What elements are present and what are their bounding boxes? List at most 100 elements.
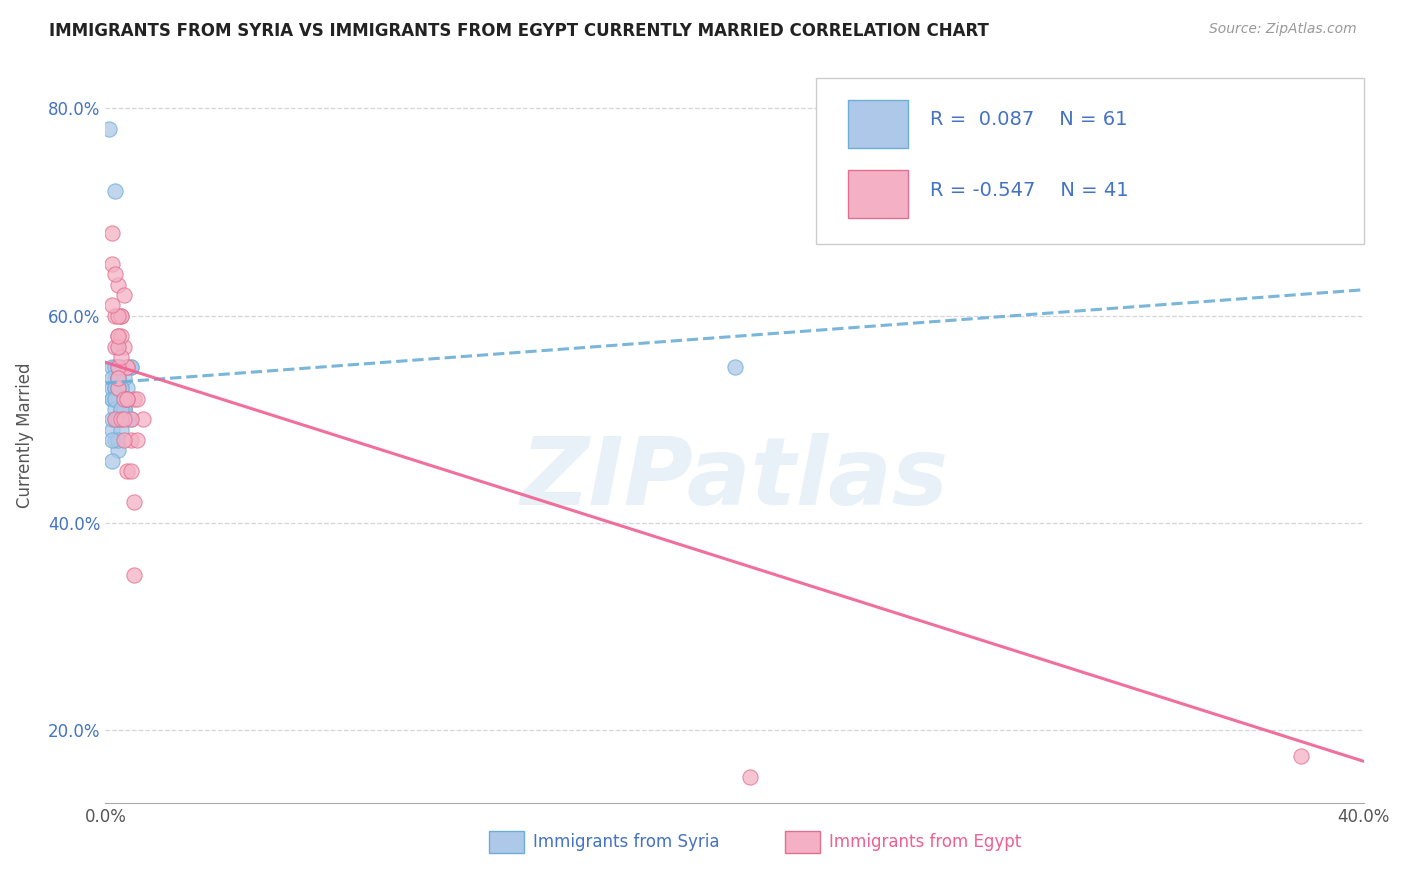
Point	[110, 350, 132, 364]
Point	[122, 392, 145, 406]
Text: ZIPatlas: ZIPatlas	[520, 433, 949, 525]
Point	[107, 371, 129, 385]
Point	[110, 401, 132, 416]
Point	[100, 454, 122, 468]
Point	[112, 392, 135, 406]
Point	[110, 423, 132, 437]
Point	[110, 309, 132, 323]
Point	[112, 392, 135, 406]
Y-axis label: Currently Married: Currently Married	[17, 362, 34, 508]
Point	[107, 443, 129, 458]
Point	[125, 392, 148, 406]
Point	[104, 184, 127, 198]
Point	[110, 329, 132, 343]
Point	[120, 412, 142, 426]
Point	[1289, 749, 1312, 764]
Point	[107, 309, 129, 323]
Point	[120, 464, 142, 478]
Point	[110, 360, 132, 375]
Point	[120, 360, 142, 375]
Point	[117, 392, 139, 406]
Point	[110, 401, 132, 416]
Point	[107, 340, 129, 354]
Point	[117, 392, 139, 406]
Point	[104, 360, 127, 375]
Point	[100, 392, 122, 406]
Point	[110, 381, 132, 395]
Point	[100, 423, 122, 437]
Point	[112, 433, 135, 447]
Point	[117, 464, 139, 478]
Point	[100, 412, 122, 426]
Point	[100, 371, 122, 385]
Point	[104, 433, 127, 447]
FancyBboxPatch shape	[848, 170, 908, 218]
Point	[125, 433, 148, 447]
FancyBboxPatch shape	[785, 830, 820, 853]
Point	[117, 360, 139, 375]
Point	[117, 392, 139, 406]
Point	[107, 340, 129, 354]
Point	[104, 267, 127, 281]
Point	[104, 392, 127, 406]
Point	[112, 340, 135, 354]
Point	[117, 412, 139, 426]
FancyBboxPatch shape	[817, 78, 1364, 244]
Point	[104, 340, 127, 354]
Point	[107, 277, 129, 292]
Point	[104, 392, 127, 406]
Point	[107, 360, 129, 375]
Point	[100, 360, 122, 375]
Point	[112, 401, 135, 416]
Point	[104, 371, 127, 385]
Point	[100, 226, 122, 240]
Text: Source: ZipAtlas.com: Source: ZipAtlas.com	[1209, 22, 1357, 37]
Point	[112, 401, 135, 416]
Point	[117, 392, 139, 406]
Point	[122, 495, 145, 509]
Text: IMMIGRANTS FROM SYRIA VS IMMIGRANTS FROM EGYPT CURRENTLY MARRIED CORRELATION CHA: IMMIGRANTS FROM SYRIA VS IMMIGRANTS FROM…	[49, 22, 988, 40]
Point	[104, 309, 127, 323]
Point	[107, 381, 129, 395]
Point	[107, 433, 129, 447]
Point	[120, 433, 142, 447]
Point	[97, 122, 120, 136]
Point	[107, 381, 129, 395]
Point	[107, 360, 129, 375]
Point	[100, 298, 122, 312]
Point	[112, 288, 135, 302]
Point	[104, 381, 127, 395]
Point	[104, 392, 127, 406]
Point	[740, 770, 762, 784]
Point	[107, 371, 129, 385]
Point	[104, 412, 127, 426]
Point	[100, 381, 122, 395]
Point	[110, 412, 132, 426]
Point	[107, 381, 129, 395]
Point	[107, 412, 129, 426]
Point	[110, 309, 132, 323]
Point	[112, 392, 135, 406]
Point	[120, 360, 142, 375]
Point	[110, 412, 132, 426]
Text: R =  0.087    N = 61: R = 0.087 N = 61	[929, 111, 1128, 129]
Point	[117, 381, 139, 395]
Point	[117, 360, 139, 375]
Point	[122, 567, 145, 582]
Point	[112, 392, 135, 406]
Point	[110, 401, 132, 416]
Point	[104, 401, 127, 416]
Point	[104, 381, 127, 395]
Point	[112, 412, 135, 426]
Point	[112, 392, 135, 406]
Point	[107, 329, 129, 343]
Text: Immigrants from Syria: Immigrants from Syria	[533, 833, 720, 851]
Point	[107, 412, 129, 426]
FancyBboxPatch shape	[848, 100, 908, 148]
Point	[110, 381, 132, 395]
Point	[110, 412, 132, 426]
Point	[107, 371, 129, 385]
Text: R = -0.547    N = 41: R = -0.547 N = 41	[929, 181, 1128, 200]
Point	[723, 360, 745, 375]
Point	[100, 392, 122, 406]
